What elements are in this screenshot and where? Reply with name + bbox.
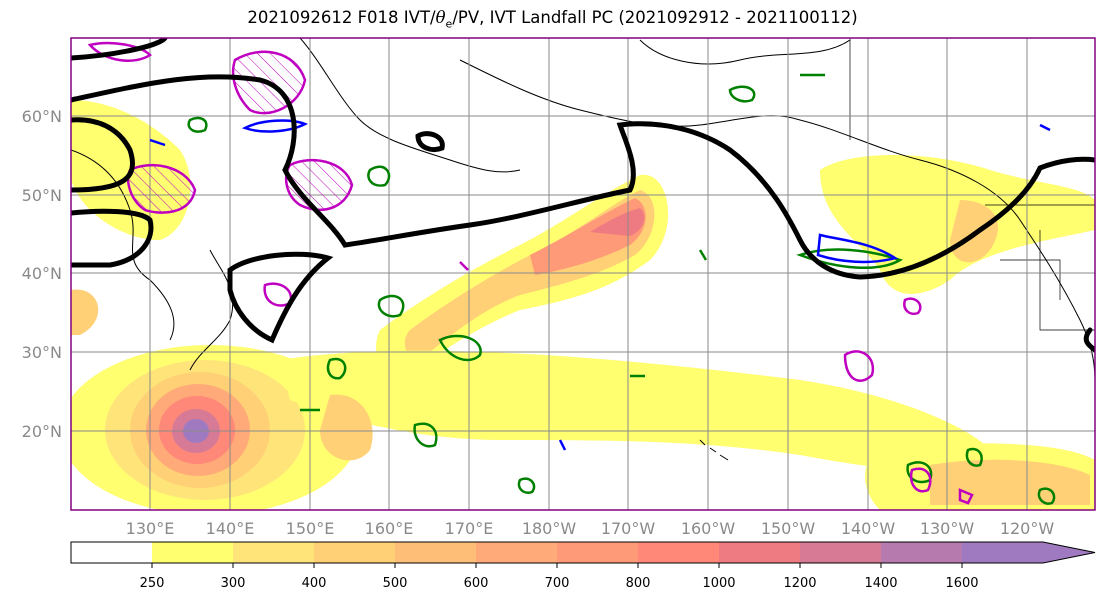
lon-label: 160°E [365, 519, 414, 538]
colorbar-label: 1600 [945, 576, 978, 591]
borders [849, 38, 1095, 331]
colorbar-label: 600 [464, 576, 489, 591]
colorbar-label: 700 [545, 576, 570, 591]
map-title: 2021092612 F018 IVT/θe/PV, IVT Landfall … [247, 8, 858, 31]
colorbar-segment [476, 542, 557, 563]
lon-label: 130°W [920, 519, 975, 538]
lat-label: 60°N [22, 107, 62, 126]
colorbar-segment [395, 542, 476, 563]
lon-label: 150°W [761, 519, 816, 538]
colorbar-label: 400 [302, 576, 327, 591]
lon-label: 130°E [126, 519, 175, 538]
lat-label: 20°N [22, 422, 62, 441]
colorbar: 250 300 400 500 600 700 800 1000 1200 14… [70, 541, 1096, 591]
colorbar-segment [314, 542, 395, 563]
lon-label: 140°E [206, 519, 255, 538]
colorbar-segment [557, 542, 638, 563]
colorbar-outline [70, 541, 1096, 564]
geopotential-contours [71, 38, 1095, 353]
colorbar-segment [962, 542, 1043, 563]
theta-e-contours [187, 73, 1056, 505]
colorbar-label: 250 [140, 576, 165, 591]
lat-label: 40°N [22, 264, 62, 283]
lat-label: 30°N [22, 343, 62, 362]
lon-label: 160°W [681, 519, 736, 538]
lon-label: 120°W [1000, 519, 1055, 538]
colorbar-extend-arrow [1043, 542, 1095, 563]
lon-label: 170°E [445, 519, 494, 538]
lon-label: 180°W [522, 519, 577, 538]
colorbar-label: 800 [626, 576, 651, 591]
map-frame [70, 37, 1096, 511]
colorbar-label: 1400 [864, 576, 897, 591]
colorbar-segment [800, 542, 881, 563]
colorbar-label: 1200 [783, 576, 816, 591]
colorbar-label: 300 [221, 576, 246, 591]
colorbar-segment [719, 542, 800, 563]
colorbar-segment [152, 542, 233, 563]
colorbar-label: 1000 [702, 576, 735, 591]
pv-contours [149, 119, 1051, 451]
lon-label: 140°W [841, 519, 896, 538]
lat-label: 50°N [22, 186, 62, 205]
colorbar-label: 500 [383, 576, 408, 591]
graticule [71, 38, 1095, 510]
colorbar-segment [233, 542, 314, 563]
lon-label: 150°E [286, 519, 335, 538]
colorbar-segment [638, 542, 719, 563]
colorbar-segment [71, 542, 152, 563]
colorbar-segment [881, 542, 962, 563]
lon-label: 170°W [601, 519, 656, 538]
